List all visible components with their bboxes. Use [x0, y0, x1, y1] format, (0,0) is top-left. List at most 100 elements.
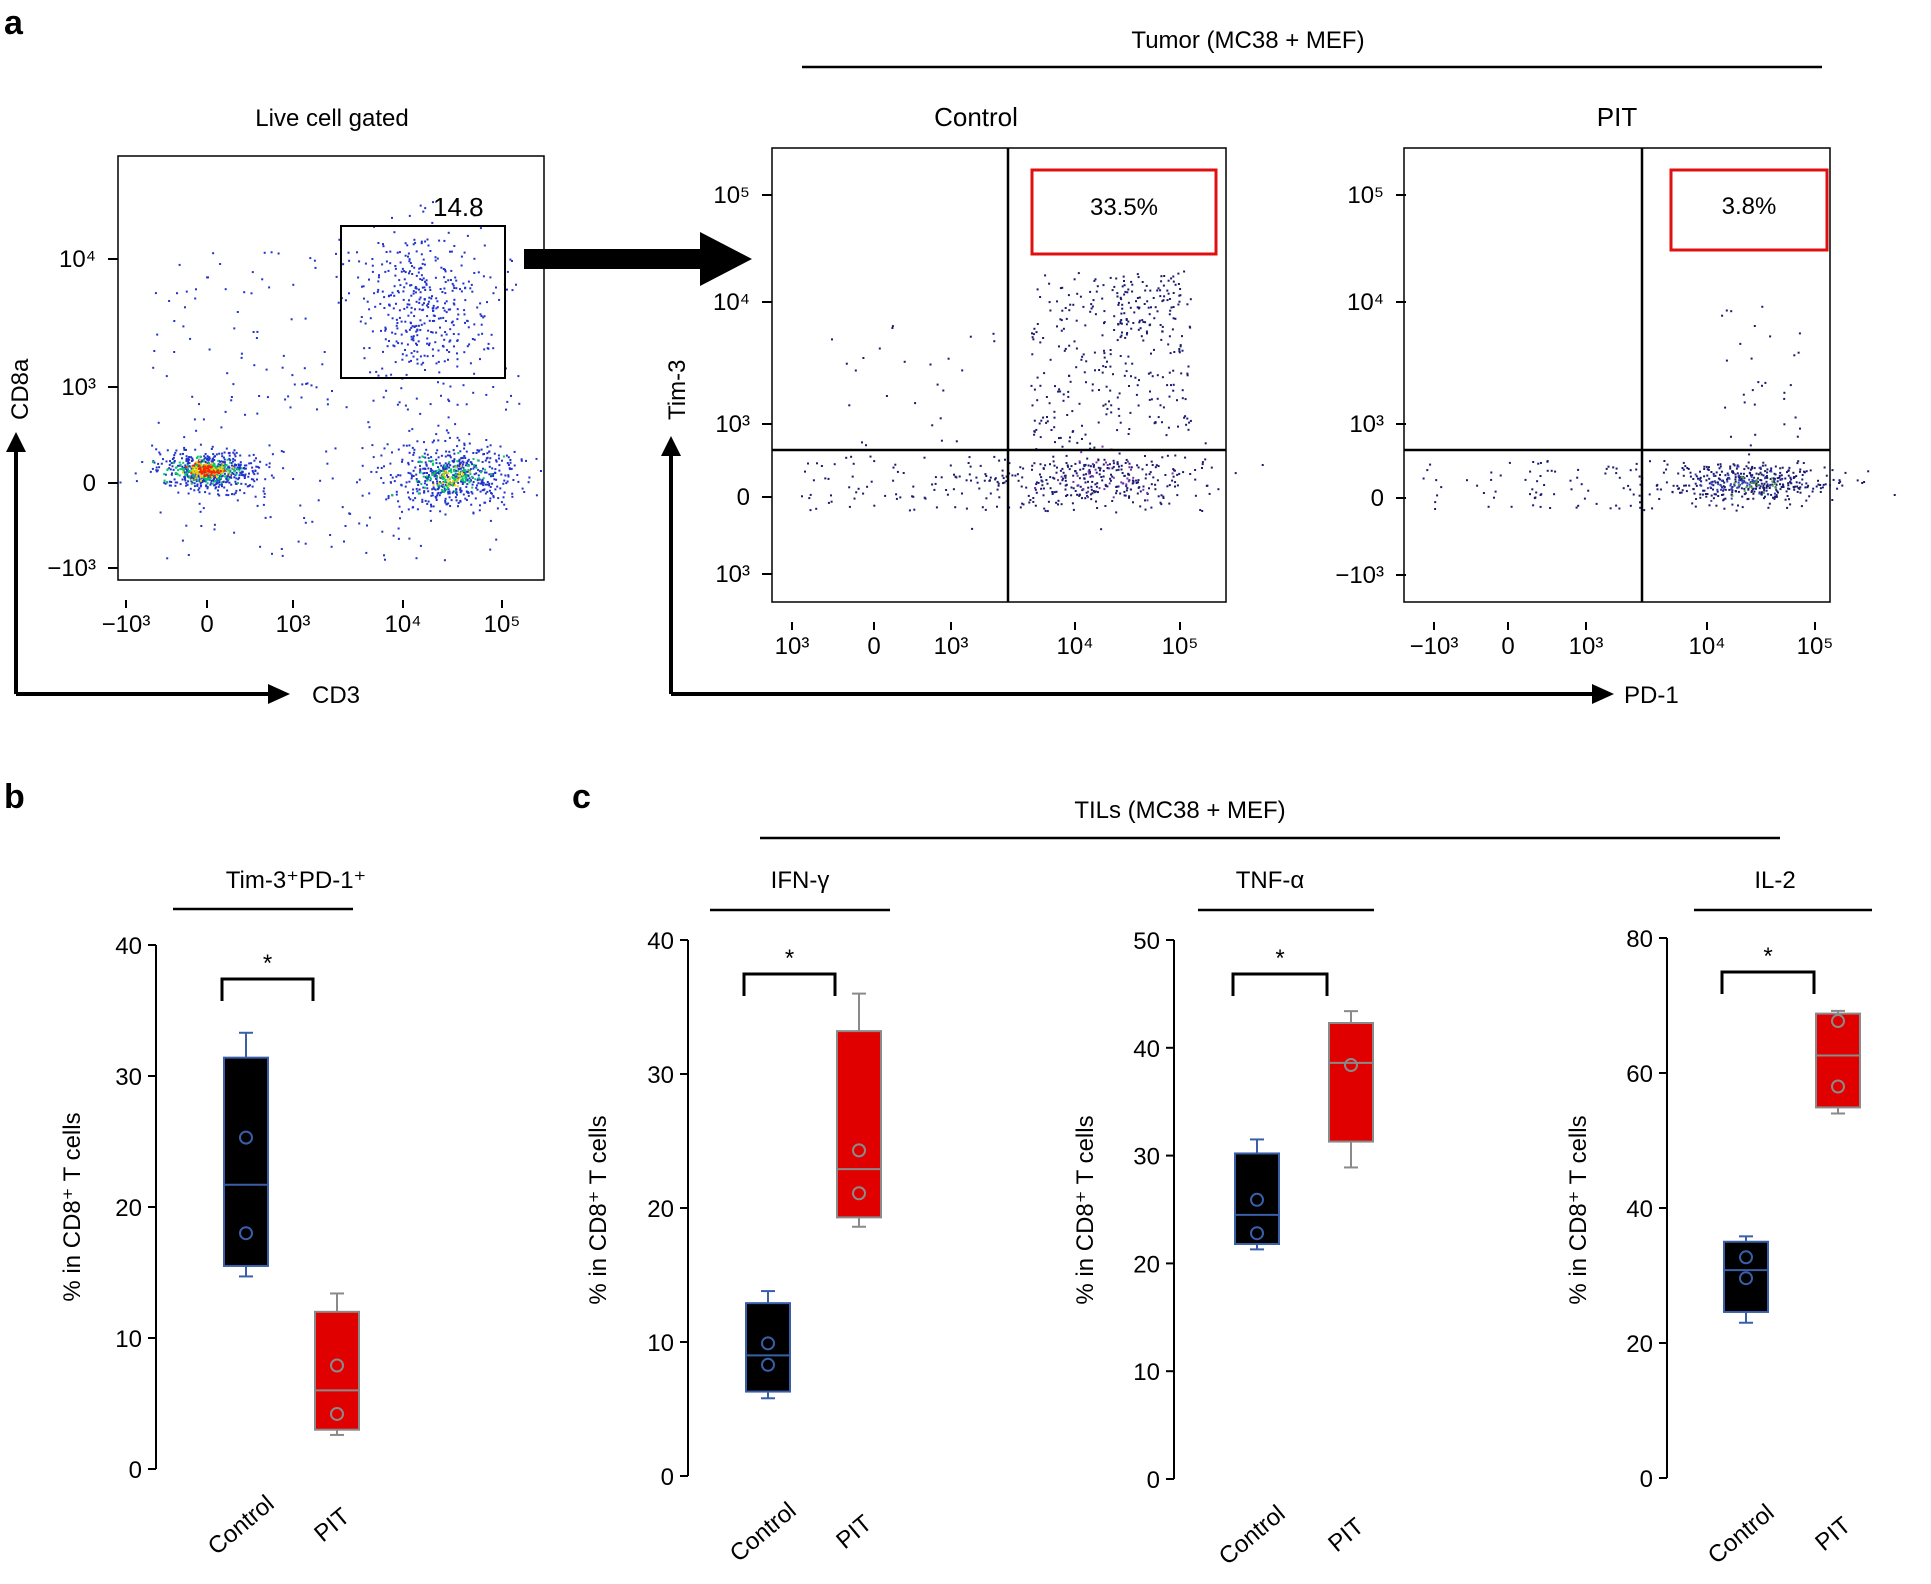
flow-control-dot — [1086, 494, 1089, 497]
flow-live-dot — [469, 473, 472, 476]
flow-control-dot — [1179, 345, 1182, 348]
flow-pit-dot — [1750, 474, 1752, 477]
flow-control-dot — [997, 484, 1000, 487]
flow-live-dot — [512, 479, 515, 481]
flow-live-dot — [449, 454, 451, 457]
flow-control-dot — [1127, 433, 1130, 435]
flow-control-dot — [1104, 483, 1107, 486]
flow-live-dot — [182, 325, 185, 328]
flow-live-dot — [415, 330, 418, 333]
flow-control-dot — [1121, 307, 1124, 310]
flow-live-dot — [205, 479, 208, 482]
flow-control-dot — [1123, 490, 1126, 493]
flow-control-dot — [1096, 285, 1099, 288]
flow-pit-dot — [1703, 468, 1706, 470]
flow-live-dot — [419, 266, 422, 269]
flow-control-dot — [1172, 280, 1175, 283]
flow-live-dot — [389, 250, 392, 253]
flow-live-dot — [259, 460, 262, 463]
flow-pit-dot — [1700, 484, 1703, 487]
flow-control-dot — [1137, 276, 1140, 279]
flow-live-dot — [186, 475, 189, 478]
flow-control-dot — [1094, 483, 1097, 486]
flow-live-dot — [205, 484, 208, 487]
flow-live-dot — [408, 451, 411, 454]
flow-live-dot — [170, 462, 173, 465]
flow-live-dot — [478, 509, 481, 512]
flow-live-dot — [211, 462, 214, 465]
flow-live-dot — [390, 481, 392, 484]
flow-control-dot — [1139, 505, 1142, 508]
flow-live-dot — [176, 292, 178, 295]
flow-control-dot — [1173, 351, 1176, 353]
flow-control-dot — [1126, 487, 1129, 490]
flow-control-dot — [1162, 299, 1165, 302]
flow-live-dot — [206, 486, 209, 489]
flow-pit-dot — [1806, 486, 1809, 489]
flow-control-dot — [833, 463, 836, 466]
flow-live-dot — [521, 487, 524, 490]
flow-pit-dot — [1773, 477, 1776, 480]
flow-live-dot — [404, 349, 406, 351]
flow-live-dot — [419, 355, 422, 358]
flow-live-dot — [427, 244, 430, 247]
flow-live-dot — [448, 485, 451, 488]
flow-control-dot — [1057, 390, 1060, 393]
flow-live-dot — [363, 357, 366, 360]
flow-live-dot — [484, 468, 487, 471]
flow-pit-dot — [1861, 482, 1864, 484]
flow-live-dot — [453, 479, 456, 482]
flow-live-dot — [437, 486, 440, 489]
flow-control-dot — [1039, 473, 1041, 476]
flow-pit-dot — [1719, 465, 1722, 468]
flow-live-dot — [505, 408, 507, 411]
flow-live-dot — [409, 472, 412, 475]
flow-control-dot — [971, 527, 974, 530]
flow-live-dot — [485, 439, 488, 441]
flow-control-dot — [1027, 494, 1030, 497]
flow-live-dot — [201, 475, 204, 478]
flow-live-dot — [494, 488, 497, 491]
flow-control-dot — [862, 357, 865, 359]
flow-pit-dot — [1705, 495, 1708, 498]
flow-live-dot — [196, 463, 198, 466]
flow-live-dot — [426, 337, 429, 340]
flow-control-dot — [892, 479, 895, 482]
flow-pit-dot — [1751, 478, 1754, 481]
flow-pit-dot — [1821, 486, 1824, 489]
flow-control-dot — [1134, 376, 1137, 379]
flow-pit-dot — [1706, 474, 1709, 477]
flow-control-dot — [1068, 374, 1071, 377]
flow-live-dot — [206, 276, 209, 279]
flow-live-dot — [391, 216, 393, 219]
flow-control-dot — [1060, 503, 1063, 506]
flow-control-dot — [1040, 476, 1043, 479]
flow-live-dot — [231, 471, 234, 474]
flow-control-dot — [1079, 485, 1082, 488]
box-il2-point — [1739, 1250, 1753, 1265]
flow-live-dot — [422, 475, 425, 478]
flow-pit-dot — [1779, 488, 1782, 491]
flow-live-dot — [443, 338, 446, 341]
flow-pit-dot — [1720, 470, 1723, 473]
flow-live-dot — [452, 474, 455, 477]
flow-control-dot — [958, 475, 961, 478]
flow-control-dot — [931, 483, 934, 486]
flow-live-dot — [431, 348, 434, 351]
flow-control-dot — [1168, 335, 1171, 338]
flow-pit-dot — [1577, 468, 1580, 471]
flow-pit-dot — [1764, 495, 1766, 498]
flow-control-dot — [1059, 482, 1062, 485]
flow-control-dot — [1181, 349, 1184, 352]
flow-control-dot — [1019, 466, 1022, 469]
flow-live-dot — [423, 491, 426, 494]
flow-live-dot — [176, 473, 179, 476]
box-tim3pd1-title: Tim-3⁺PD-1⁺ — [226, 867, 366, 894]
flow-live-dot — [282, 354, 285, 357]
flow-live-dot — [224, 288, 227, 291]
flow-pit-dot — [1705, 465, 1708, 468]
flow-live-dot — [216, 478, 219, 481]
flow-live-dot — [387, 313, 390, 316]
flow-live-dot — [239, 463, 242, 466]
flow-control-dot — [1085, 360, 1088, 363]
